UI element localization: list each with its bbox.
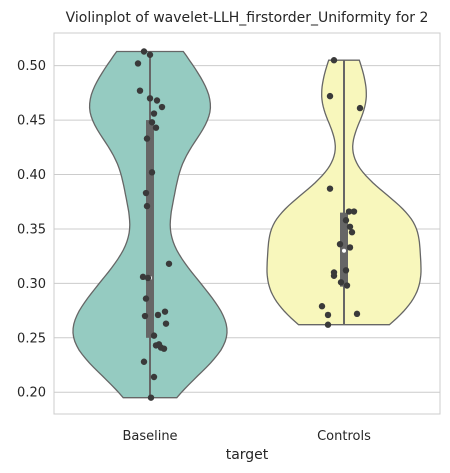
x-tick-label: Controls [317, 429, 371, 444]
data-point [345, 208, 353, 215]
data-point [348, 229, 356, 236]
data-point [139, 273, 147, 281]
data-point [147, 394, 155, 401]
data-point [140, 358, 148, 365]
y-tick-label: 0.40 [17, 168, 46, 183]
y-tick-label: 0.25 [17, 331, 46, 346]
data-point [353, 310, 361, 318]
data-point [161, 308, 169, 315]
data-point [148, 119, 156, 126]
data-point [350, 208, 358, 215]
data-point [160, 345, 168, 352]
data-point [336, 240, 344, 248]
data-point [342, 217, 350, 224]
median-marker [342, 248, 346, 253]
data-point [330, 57, 338, 64]
data-point [141, 312, 149, 320]
data-point [324, 321, 332, 328]
data-point [140, 48, 148, 55]
data-point [152, 124, 160, 131]
data-point [346, 244, 354, 251]
y-tick-label: 0.20 [17, 386, 46, 401]
data-point [146, 95, 154, 102]
data-point [146, 51, 154, 58]
data-point [356, 104, 364, 112]
chart-title: Violinplot of wavelet-LLH_firstorder_Uni… [66, 10, 429, 26]
data-point [142, 295, 150, 302]
data-point [330, 272, 338, 279]
data-point [152, 342, 160, 349]
data-point [165, 260, 173, 267]
data-point [150, 110, 158, 117]
y-tick-label: 0.50 [17, 59, 46, 74]
data-point [337, 279, 345, 286]
data-point [144, 274, 152, 282]
data-point [318, 303, 326, 310]
data-point [136, 87, 144, 94]
x-axis-title: target [226, 447, 269, 463]
strip-points [134, 48, 364, 401]
y-tick-label: 0.35 [17, 222, 46, 237]
data-point [150, 332, 158, 339]
data-point [150, 373, 158, 381]
y-tick-labels: 0.20 0.25 0.30 0.35 0.40 0.45 0.50 [17, 59, 46, 401]
data-point [134, 60, 142, 67]
data-point [346, 223, 354, 230]
x-tick-label: Baseline [122, 429, 177, 444]
data-point [326, 92, 334, 100]
data-point [326, 185, 334, 192]
data-point [148, 169, 156, 176]
data-point [154, 311, 162, 319]
data-point [162, 320, 170, 327]
data-point [153, 97, 161, 104]
y-tick-label: 0.30 [17, 277, 46, 292]
y-tick-label: 0.45 [17, 114, 46, 129]
data-point [158, 103, 166, 111]
data-point [143, 135, 151, 142]
data-point [142, 189, 150, 197]
iqr-box [146, 120, 154, 338]
x-tick-labels: Baseline Controls [122, 429, 371, 444]
data-point [324, 311, 332, 319]
data-point [343, 282, 351, 289]
data-point [342, 267, 350, 274]
data-point [143, 202, 151, 210]
